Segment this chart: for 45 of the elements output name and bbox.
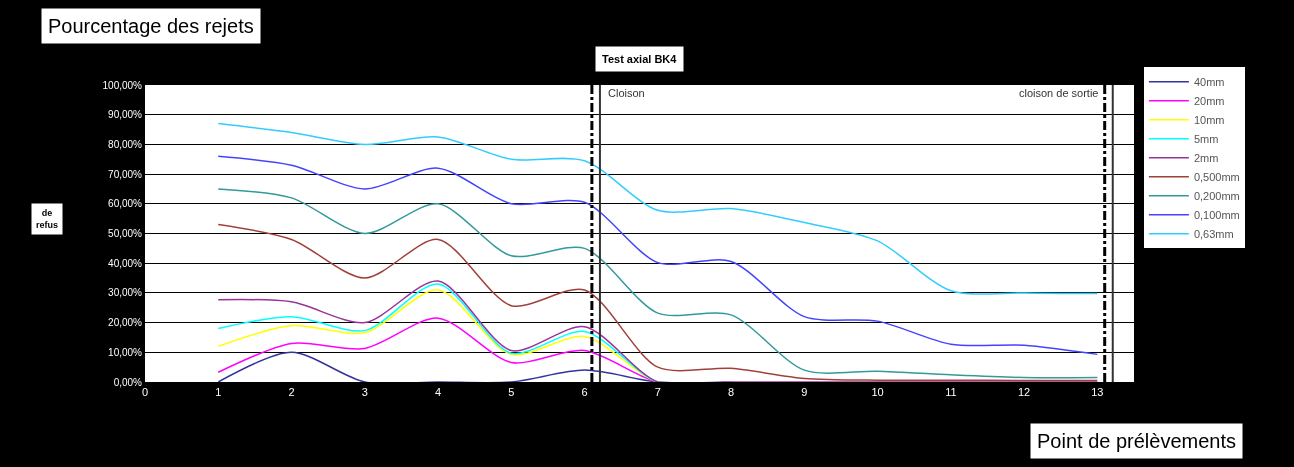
- line-series: [217, 122, 1099, 295]
- ref-line-label: Cloison: [608, 87, 645, 99]
- x-tick-label: 6: [581, 386, 588, 399]
- y-tick-label: 50,00%: [108, 228, 143, 239]
- line-series: [217, 188, 1099, 379]
- x-axis-title: Point de prélèvements: [1037, 430, 1237, 452]
- x-tick-label: 11: [945, 386, 957, 399]
- x-tick-label: 7: [654, 386, 661, 399]
- ref-line-label: cloison de sortie: [1019, 87, 1099, 99]
- y-tick-label: 10,00%: [108, 346, 143, 358]
- y-tick-label: 80,00%: [108, 138, 143, 150]
- x-tick-label: 1: [215, 386, 222, 399]
- y-tick-label: 70,00%: [108, 168, 143, 180]
- x-tick-label: 3: [361, 386, 368, 399]
- x-tick-label: 12: [1017, 386, 1031, 399]
- x-tick-label: 8: [728, 386, 735, 399]
- y-tick-label: 0,00%: [113, 376, 143, 388]
- x-tick-label: 5: [508, 386, 515, 399]
- chart-title: Test axial BK4: [602, 53, 678, 65]
- y-tick-label: 40,00%: [108, 257, 143, 269]
- x-tick-label: 9: [801, 386, 808, 399]
- legend-label: 0,63mm: [1193, 227, 1234, 240]
- x-tick-label: 13: [1091, 386, 1104, 399]
- legend-label: 0,500mm: [1193, 170, 1240, 183]
- y-tick-label: 30,00%: [108, 287, 143, 299]
- legend-label: 20mm: [1193, 94, 1225, 107]
- y-tick-label: 60,00%: [108, 198, 143, 210]
- y-tick-label: 20,00%: [108, 317, 143, 329]
- x-tick-label: 4: [434, 386, 442, 399]
- y-tick-label: 90,00%: [108, 109, 143, 121]
- line-series: [217, 155, 1099, 356]
- legend-label: 5mm: [1193, 132, 1219, 145]
- text: de refus: [36, 208, 59, 230]
- line-series: [217, 280, 1099, 382]
- legend-label: 2mm: [1193, 151, 1219, 164]
- y-axis-title: Pourcentage des rejets: [48, 15, 254, 37]
- x-tick-label: 0: [141, 386, 149, 399]
- legend-label: 0,200mm: [1193, 189, 1240, 202]
- legend-label: 10mm: [1193, 113, 1225, 126]
- legend-label: 0,100mm: [1193, 208, 1240, 221]
- x-tick-label: 10: [871, 386, 884, 399]
- line-series: [217, 223, 1099, 382]
- legend-label: 40mm: [1193, 75, 1225, 88]
- y-tick-label: 100,00%: [102, 79, 143, 91]
- x-tick-label: 2: [288, 386, 295, 399]
